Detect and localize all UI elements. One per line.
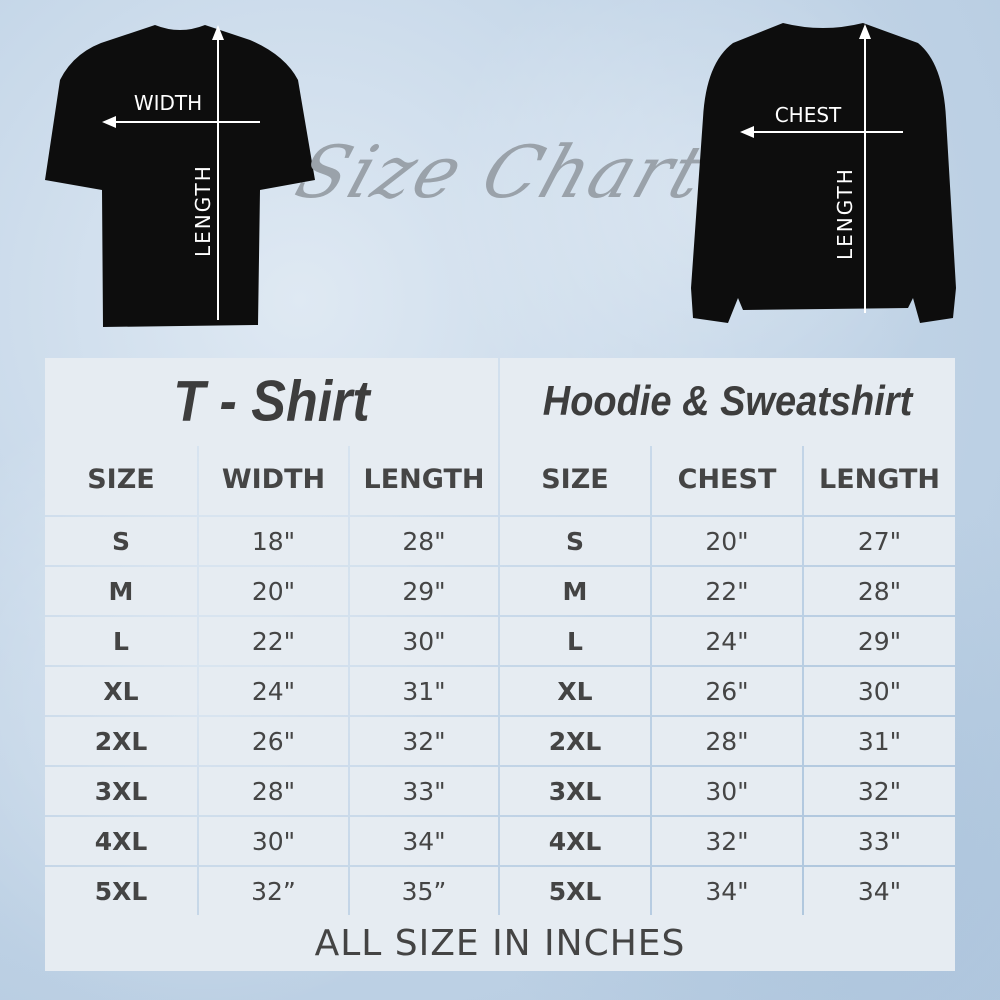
tshirt-cell-size: 2XL: [45, 717, 197, 765]
hoodie-cell-size: 2XL: [500, 717, 650, 765]
tshirt-cell-value: 35”: [350, 867, 498, 915]
hoodie-cell-value: 32": [804, 767, 955, 815]
hoodie-cell-value: 31": [804, 717, 955, 765]
hoodie-header-chest: CHEST: [652, 444, 802, 515]
hoodie-cell-size: 5XL: [500, 867, 650, 915]
hoodie-cell-size: L: [500, 617, 650, 665]
tshirt-cell-value: 26": [199, 717, 348, 765]
chest-label: CHEST: [775, 103, 842, 127]
hoodie-cell-value: 29": [804, 617, 955, 665]
length-label: LENGTH: [191, 164, 215, 257]
tshirt-cell-value: 30": [350, 617, 498, 665]
hoodie-cell-value: 30": [652, 767, 802, 815]
hoodie-cell-size: M: [500, 567, 650, 615]
tshirt-cell-value: 34": [350, 817, 498, 865]
hoodie-cell-size: XL: [500, 667, 650, 715]
hoodie-cell-value: 26": [652, 667, 802, 715]
tshirt-cell-value: 29": [350, 567, 498, 615]
hoodie-cell-value: 20": [652, 517, 802, 565]
tshirt-header-width: WIDTH: [199, 444, 348, 515]
hoodie-cell-size: 3XL: [500, 767, 650, 815]
tshirt-cell-value: 20": [199, 567, 348, 615]
hoodie-header-size: SIZE: [500, 444, 650, 515]
tshirt-cell-value: 18": [199, 517, 348, 565]
tshirt-cell-value: 24": [199, 667, 348, 715]
footer-note: ALL SIZE IN INCHES: [45, 915, 955, 971]
tshirt-header-size: SIZE: [45, 444, 197, 515]
tshirt-cell-value: 31": [350, 667, 498, 715]
tshirt-cell-size: M: [45, 567, 197, 615]
hoodie-cell-value: 24": [652, 617, 802, 665]
hoodie-cell-value: 32": [652, 817, 802, 865]
tshirt-cell-size: L: [45, 617, 197, 665]
hoodie-cell-value: 34": [804, 867, 955, 915]
hoodie-cell-value: 22": [652, 567, 802, 615]
tshirt-cell-size: XL: [45, 667, 197, 715]
tshirt-cell-size: 4XL: [45, 817, 197, 865]
tshirt-image: WIDTH LENGTH: [45, 25, 315, 327]
width-label: WIDTH: [134, 91, 202, 115]
length-label: LENGTH: [833, 167, 857, 260]
tshirt-cell-size: S: [45, 517, 197, 565]
hoodie-cell-size: S: [500, 517, 650, 565]
tshirt-cell-value: 33": [350, 767, 498, 815]
tshirt-cell-value: 22": [199, 617, 348, 665]
hoodie-cell-value: 28": [652, 717, 802, 765]
hoodie-header-length: LENGTH: [804, 444, 955, 515]
hoodie-cell-size: 4XL: [500, 817, 650, 865]
hoodie-cell-value: 27": [804, 517, 955, 565]
tshirt-cell-size: 3XL: [45, 767, 197, 815]
tshirt-cell-value: 28": [199, 767, 348, 815]
sweatshirt-image: CHEST LENGTH: [691, 23, 956, 323]
tshirt-cell-value: 30": [199, 817, 348, 865]
hoodie-cell-value: 33": [804, 817, 955, 865]
tshirt-cell-value: 32”: [199, 867, 348, 915]
hoodie-cell-value: 28": [804, 567, 955, 615]
hoodie-cell-value: 34": [652, 867, 802, 915]
tshirt-cell-value: 28": [350, 517, 498, 565]
tshirt-header-length: LENGTH: [350, 444, 498, 515]
tshirt-cell-size: 5XL: [45, 867, 197, 915]
size-chart-heading: Size Chart: [286, 130, 718, 214]
tshirt-title: T - Shirt: [45, 358, 498, 446]
tshirt-cell-value: 32": [350, 717, 498, 765]
hoodie-title: Hoodie & Sweatshirt: [500, 358, 955, 446]
hoodie-cell-value: 30": [804, 667, 955, 715]
